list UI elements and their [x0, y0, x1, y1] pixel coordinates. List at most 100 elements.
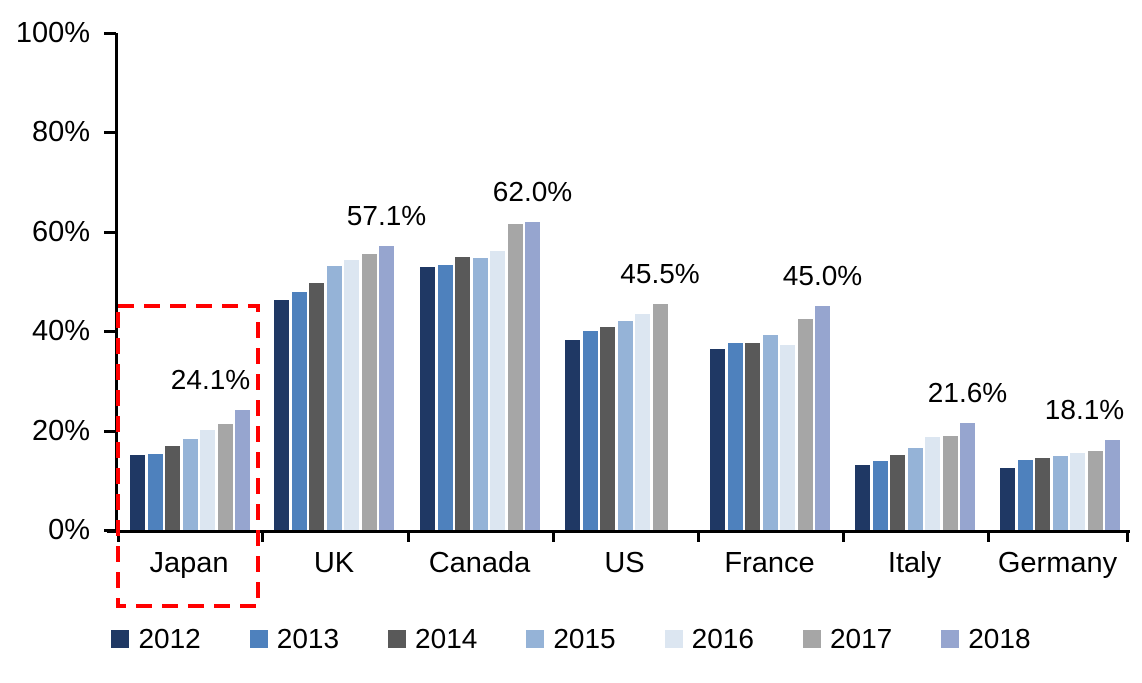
- bar: [309, 282, 324, 530]
- bar: [1017, 460, 1033, 530]
- category-label: Germany: [997, 547, 1118, 579]
- chart-legend: 2012 2013 2014 2015 2016 2017 2018: [0, 624, 1142, 654]
- legend-item: 2018: [941, 623, 1031, 654]
- bar: [1105, 440, 1120, 530]
- bar: [780, 345, 795, 530]
- bar: [455, 256, 470, 530]
- legend-swatch-2015: [526, 630, 545, 648]
- legend-swatch-2018: [941, 630, 960, 648]
- bar: [147, 453, 163, 530]
- bar: [745, 343, 760, 530]
- legend-item: 2016: [664, 623, 754, 654]
- legend-label: 2018: [968, 623, 1031, 654]
- value-label: 62.0%: [492, 175, 573, 207]
- bar: [525, 221, 540, 530]
- bar: [165, 446, 180, 530]
- legend-swatch-2012: [111, 630, 130, 648]
- bar: [1000, 467, 1015, 530]
- category-label: UK: [313, 547, 355, 579]
- bar: [582, 331, 598, 530]
- legend-swatch-2013: [249, 630, 268, 648]
- legend-item: 2013: [249, 623, 340, 654]
- category-label: US: [604, 547, 645, 579]
- bar: [235, 410, 250, 530]
- legend-label: 2013: [276, 623, 340, 654]
- y-axis-label: 60%: [31, 215, 90, 248]
- bar: [710, 348, 725, 530]
- bar: [942, 435, 958, 530]
- x-axis-tick: [1126, 530, 1129, 542]
- bar: [565, 340, 580, 530]
- x-axis-tick: [987, 530, 990, 542]
- bar-group-japan: 24.1% Japan: [117, 33, 261, 579]
- category-label: Italy: [887, 547, 942, 579]
- category-label: Japan: [149, 547, 229, 579]
- x-axis-tick: [261, 530, 264, 542]
- bar: [274, 300, 289, 530]
- value-label: 21.6%: [927, 376, 1008, 408]
- bar: [291, 292, 307, 530]
- y-axis-label: 20%: [31, 414, 90, 447]
- bar: [600, 326, 615, 530]
- legend-swatch-2016: [664, 630, 683, 648]
- bar: [217, 424, 233, 530]
- y-axis-tick: [104, 529, 116, 532]
- bar-group-france: 45.0% France: [697, 33, 862, 579]
- x-axis-line: [107, 530, 1130, 533]
- bar: [326, 266, 342, 530]
- bar: [635, 314, 650, 530]
- bar: [490, 250, 505, 530]
- category-label: Canada: [428, 547, 531, 579]
- bar: [130, 455, 145, 530]
- legend-item: 2015: [526, 623, 616, 654]
- y-axis-tick: [104, 131, 116, 135]
- bar: [200, 429, 215, 530]
- japan-highlight-box: [116, 304, 260, 608]
- bar-group-canada: 62.0% Canada: [407, 33, 572, 579]
- x-axis-tick: [407, 530, 410, 542]
- bar: [652, 303, 668, 530]
- bar: [1087, 451, 1103, 530]
- y-axis-label: 80%: [31, 116, 90, 149]
- legend-label: 2016: [691, 623, 754, 654]
- value-label: 18.1%: [1044, 394, 1125, 426]
- legend-swatch-2014: [388, 630, 407, 648]
- bar-group-italy: 21.6% Italy: [842, 33, 1007, 579]
- legend-label: 2012: [138, 623, 201, 654]
- y-axis-label: 100%: [15, 17, 90, 49]
- bar: [872, 461, 888, 530]
- bar: [797, 319, 813, 530]
- value-label: 45.0%: [782, 260, 863, 292]
- y-axis-tick: [104, 330, 116, 334]
- value-label: 24.1%: [170, 364, 251, 396]
- legend-swatch-2017: [802, 630, 821, 648]
- x-axis-tick: [552, 530, 555, 542]
- bar: [907, 447, 923, 530]
- legend-item: 2014: [388, 624, 477, 654]
- bar: [960, 422, 975, 530]
- bar: [1052, 456, 1068, 530]
- legend-label: 2015: [553, 623, 616, 654]
- value-label: 45.5%: [620, 257, 700, 289]
- bar: [472, 257, 488, 530]
- bar-group-us: 45.5% US: [552, 33, 700, 579]
- bar-group-germany: 18.1% Germany: [987, 33, 1128, 579]
- value-label: 57.1%: [346, 200, 427, 232]
- y-axis-label: 0%: [48, 514, 90, 546]
- bar: [617, 320, 633, 530]
- bar: [182, 438, 198, 530]
- x-axis-tick: [697, 530, 700, 542]
- bar: [815, 306, 830, 530]
- bar: [762, 334, 778, 530]
- y-axis-label: 40%: [31, 315, 90, 348]
- bar: [890, 454, 905, 530]
- bar: [507, 223, 523, 530]
- bar: [1070, 453, 1085, 530]
- y-axis-tick: [104, 230, 116, 234]
- bar: [344, 259, 359, 530]
- bar: [361, 253, 377, 530]
- legend-label: 2017: [829, 623, 893, 654]
- legend-item: 2017: [802, 623, 893, 654]
